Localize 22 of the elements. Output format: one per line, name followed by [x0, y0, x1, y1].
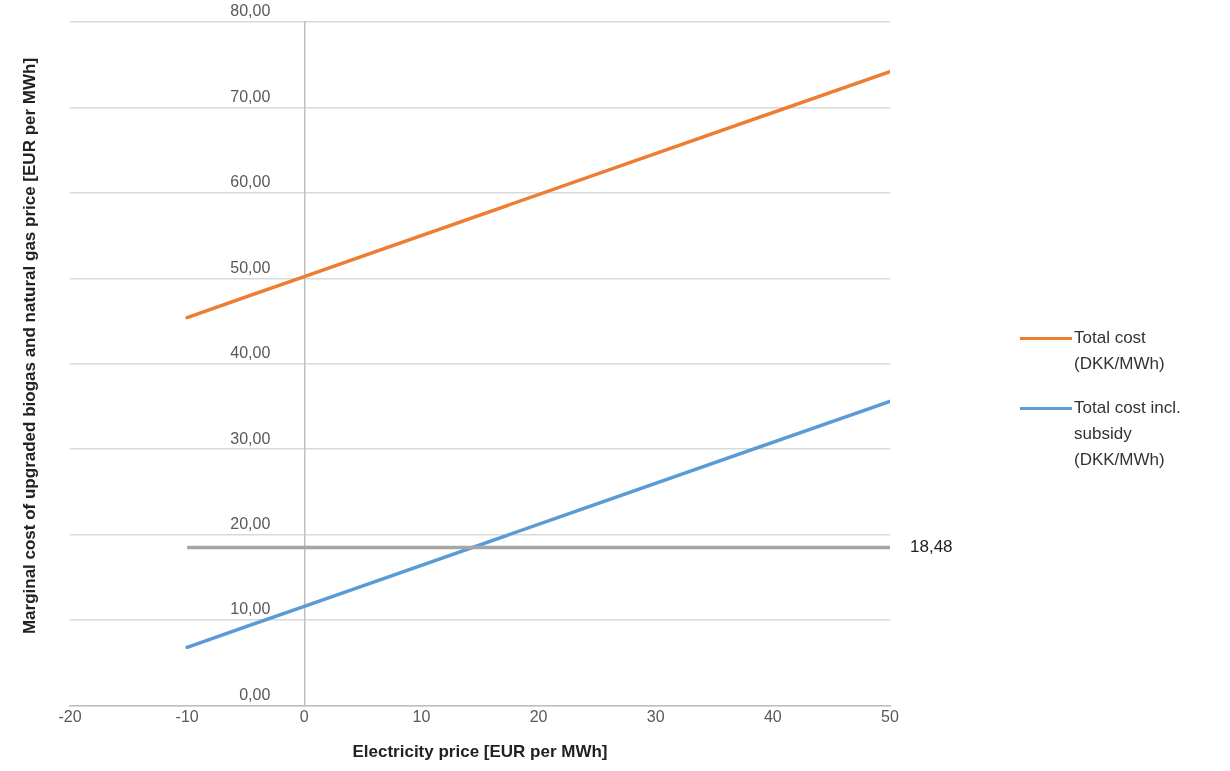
x-axis-title: Electricity price [EUR per MWh]	[352, 742, 608, 762]
y-tick-label: 80,00	[230, 2, 271, 20]
y-axis-title: Marginal cost of upgraded biogas and natural gas price [EUR per MWh]	[19, 56, 40, 637]
y-tick-label: 60,00	[230, 173, 271, 191]
x-tick-label: 30	[646, 708, 665, 726]
legend-label: Total cost (DKK/MWh)	[1074, 327, 1166, 375]
x-tick-label: 20	[529, 708, 548, 726]
y-tick-label: 10,00	[230, 600, 271, 618]
y-tick-label: 30,00	[230, 429, 271, 447]
y-tick-label: 0,00	[239, 685, 271, 703]
ref-line-label: 18,48	[910, 537, 953, 557]
y-tick-label: 40,00	[230, 344, 271, 362]
y-tick-label: 70,00	[230, 87, 271, 105]
y-tick-label: 20,00	[230, 514, 271, 532]
x-tick-label: 40	[763, 708, 782, 726]
x-tick-label: -20	[58, 708, 82, 726]
x-tick-label: 50	[881, 708, 899, 726]
x-tick-label: 0	[299, 708, 309, 726]
x-tick-label: 10	[412, 708, 431, 726]
y-tick-label: 50,00	[230, 258, 271, 276]
legend-label: Total cost incl. subsidy (DKK/MWh)	[1074, 397, 1182, 471]
x-tick-label: -10	[175, 708, 199, 726]
